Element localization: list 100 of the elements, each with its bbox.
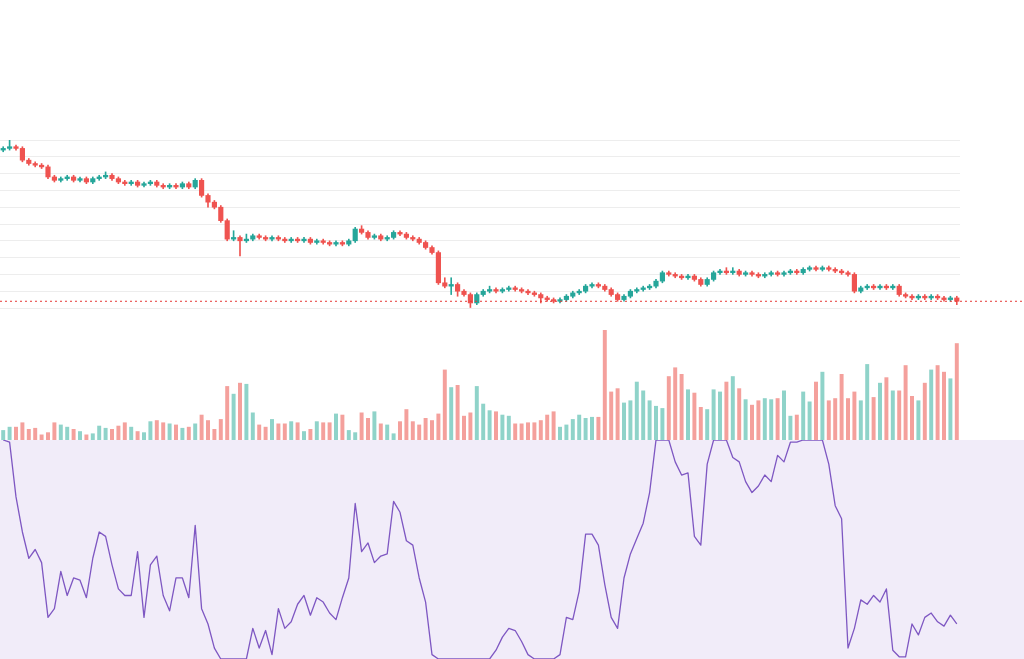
bar	[238, 382, 242, 440]
bar	[46, 432, 50, 440]
bar	[436, 413, 441, 440]
bar	[564, 424, 569, 440]
bar	[590, 416, 594, 440]
bar	[385, 424, 390, 440]
bar	[948, 378, 953, 440]
bar	[935, 365, 940, 440]
bar	[276, 423, 281, 440]
bar	[583, 418, 588, 440]
bar	[346, 430, 351, 440]
bar	[762, 398, 767, 440]
bar	[807, 401, 812, 440]
bar	[65, 426, 70, 440]
bar	[90, 433, 95, 440]
bar	[538, 420, 543, 440]
bar	[609, 391, 614, 440]
bar	[730, 376, 735, 440]
bar	[359, 412, 364, 440]
bar	[794, 414, 799, 440]
bar	[750, 404, 754, 440]
bar	[622, 402, 626, 440]
bar	[14, 426, 18, 440]
bar	[903, 365, 908, 440]
bar	[890, 390, 895, 440]
bar	[673, 367, 678, 440]
bar	[711, 389, 716, 440]
bar	[756, 400, 761, 440]
bar	[577, 414, 582, 440]
bar	[366, 418, 370, 440]
bar	[647, 400, 652, 440]
bar	[161, 422, 166, 440]
bar	[481, 403, 486, 440]
bar	[922, 382, 927, 440]
bar	[314, 421, 319, 440]
bar	[724, 381, 729, 440]
bar	[718, 391, 722, 440]
bar	[391, 433, 396, 440]
bar	[378, 423, 383, 440]
bar	[116, 425, 121, 440]
bar	[865, 364, 870, 440]
bar	[398, 421, 402, 440]
bar	[154, 420, 159, 440]
bar	[500, 414, 505, 440]
bar	[199, 414, 204, 440]
bar	[737, 388, 742, 440]
bar	[897, 390, 902, 440]
bar	[878, 382, 882, 440]
bar	[494, 411, 498, 440]
bar	[679, 374, 684, 440]
bar	[692, 392, 697, 440]
bar	[129, 426, 134, 440]
bar	[506, 415, 511, 440]
bar	[218, 419, 223, 440]
bar	[698, 407, 703, 440]
bar	[52, 422, 57, 440]
bar	[558, 426, 562, 440]
bar	[660, 408, 665, 440]
bar	[122, 422, 127, 440]
bar	[654, 405, 658, 440]
bar	[257, 424, 262, 440]
bar	[180, 427, 185, 440]
bar	[884, 377, 889, 440]
bar	[84, 434, 89, 440]
bar	[641, 390, 646, 440]
bar	[666, 376, 671, 440]
bar	[634, 381, 639, 440]
bar	[449, 387, 454, 440]
bar	[110, 429, 114, 440]
bar	[596, 416, 601, 440]
bar	[526, 422, 530, 440]
bar	[954, 343, 959, 440]
bar	[135, 431, 140, 440]
bar	[839, 374, 844, 440]
bar	[602, 330, 607, 440]
bar	[289, 421, 294, 440]
bar	[244, 383, 249, 440]
bar	[513, 423, 518, 440]
bar	[103, 427, 108, 440]
bar	[250, 412, 255, 440]
bar	[186, 426, 191, 440]
bar	[442, 369, 447, 440]
bar	[615, 388, 620, 440]
bar	[263, 426, 268, 440]
bar	[532, 422, 537, 440]
bar	[193, 423, 198, 440]
bar	[7, 426, 12, 440]
bar	[423, 418, 428, 440]
bar	[58, 424, 63, 440]
bar	[519, 423, 524, 440]
bar	[321, 422, 326, 440]
bar	[474, 386, 479, 440]
bar	[769, 399, 774, 440]
bar	[417, 424, 422, 440]
bar	[33, 427, 38, 440]
bar	[801, 391, 806, 440]
bar	[826, 400, 831, 440]
bar	[775, 398, 780, 440]
bar	[174, 424, 178, 440]
bar	[570, 419, 575, 440]
